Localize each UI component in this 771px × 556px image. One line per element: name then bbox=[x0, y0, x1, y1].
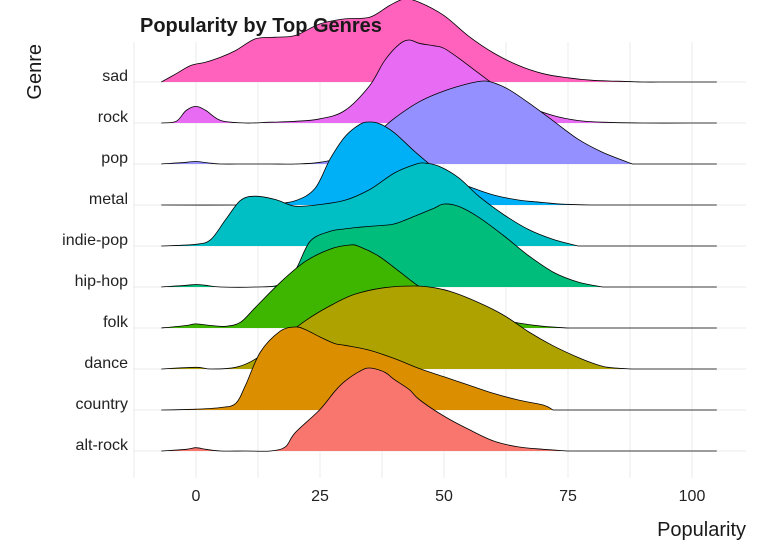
ridge-area-rock bbox=[161, 39, 717, 124]
y-tick-label: dance bbox=[84, 355, 128, 372]
ridge-pop bbox=[161, 80, 717, 165]
y-tick-labels: alt-rock country dance folk hip-hop indie-pop… bbox=[62, 68, 129, 454]
ridge-rock bbox=[161, 39, 717, 124]
ridges-layer bbox=[161, 0, 717, 452]
ridge-sad bbox=[161, 0, 717, 83]
y-tick-label: hip-hop bbox=[75, 273, 128, 290]
x-tick-label: 25 bbox=[311, 488, 329, 505]
ridge-outline-alt-rock bbox=[161, 367, 717, 452]
ridge-country bbox=[161, 326, 717, 411]
x-tick-label: 100 bbox=[679, 488, 706, 505]
y-tick-label: folk bbox=[103, 314, 129, 331]
ridge-alt-rock bbox=[161, 367, 717, 452]
y-tick-label: sad bbox=[102, 68, 128, 85]
ridge-outline-rock bbox=[161, 39, 717, 124]
y-tick-label: country bbox=[76, 396, 128, 413]
ridge-outline-pop bbox=[161, 80, 717, 165]
x-tick-label: 75 bbox=[559, 488, 577, 505]
ridge-area-country bbox=[161, 326, 717, 410]
ridge-outline-dance bbox=[161, 285, 717, 370]
x-tick-labels: 0 25 50 75 100 bbox=[192, 488, 706, 505]
x-tick-label: 50 bbox=[435, 488, 453, 505]
ridge-area-alt-rock bbox=[161, 367, 717, 452]
y-axis-title: Genre bbox=[24, 44, 46, 100]
y-tick-label: rock bbox=[98, 109, 129, 126]
chart-title: Popularity by Top Genres bbox=[140, 15, 382, 37]
ridge-outline-metal bbox=[161, 121, 717, 206]
ridge-indie-pop bbox=[161, 162, 717, 247]
ridge-outline-hip-hop bbox=[161, 203, 717, 288]
ridge-outline-country bbox=[161, 326, 717, 411]
ridge-area-pop bbox=[161, 80, 717, 165]
y-tick-label: pop bbox=[101, 150, 128, 167]
y-tick-label: metal bbox=[89, 191, 128, 208]
ridge-area-sad bbox=[161, 0, 717, 83]
ridge-outline-indie-pop bbox=[161, 162, 717, 247]
ridge-outline-sad bbox=[161, 0, 717, 83]
y-tick-label: alt-rock bbox=[76, 437, 129, 454]
x-axis-title: Popularity bbox=[657, 519, 746, 541]
y-tick-label: indie-pop bbox=[62, 232, 128, 249]
ridge-area-indie-pop bbox=[161, 162, 717, 246]
x-tick-label: 0 bbox=[192, 488, 201, 505]
